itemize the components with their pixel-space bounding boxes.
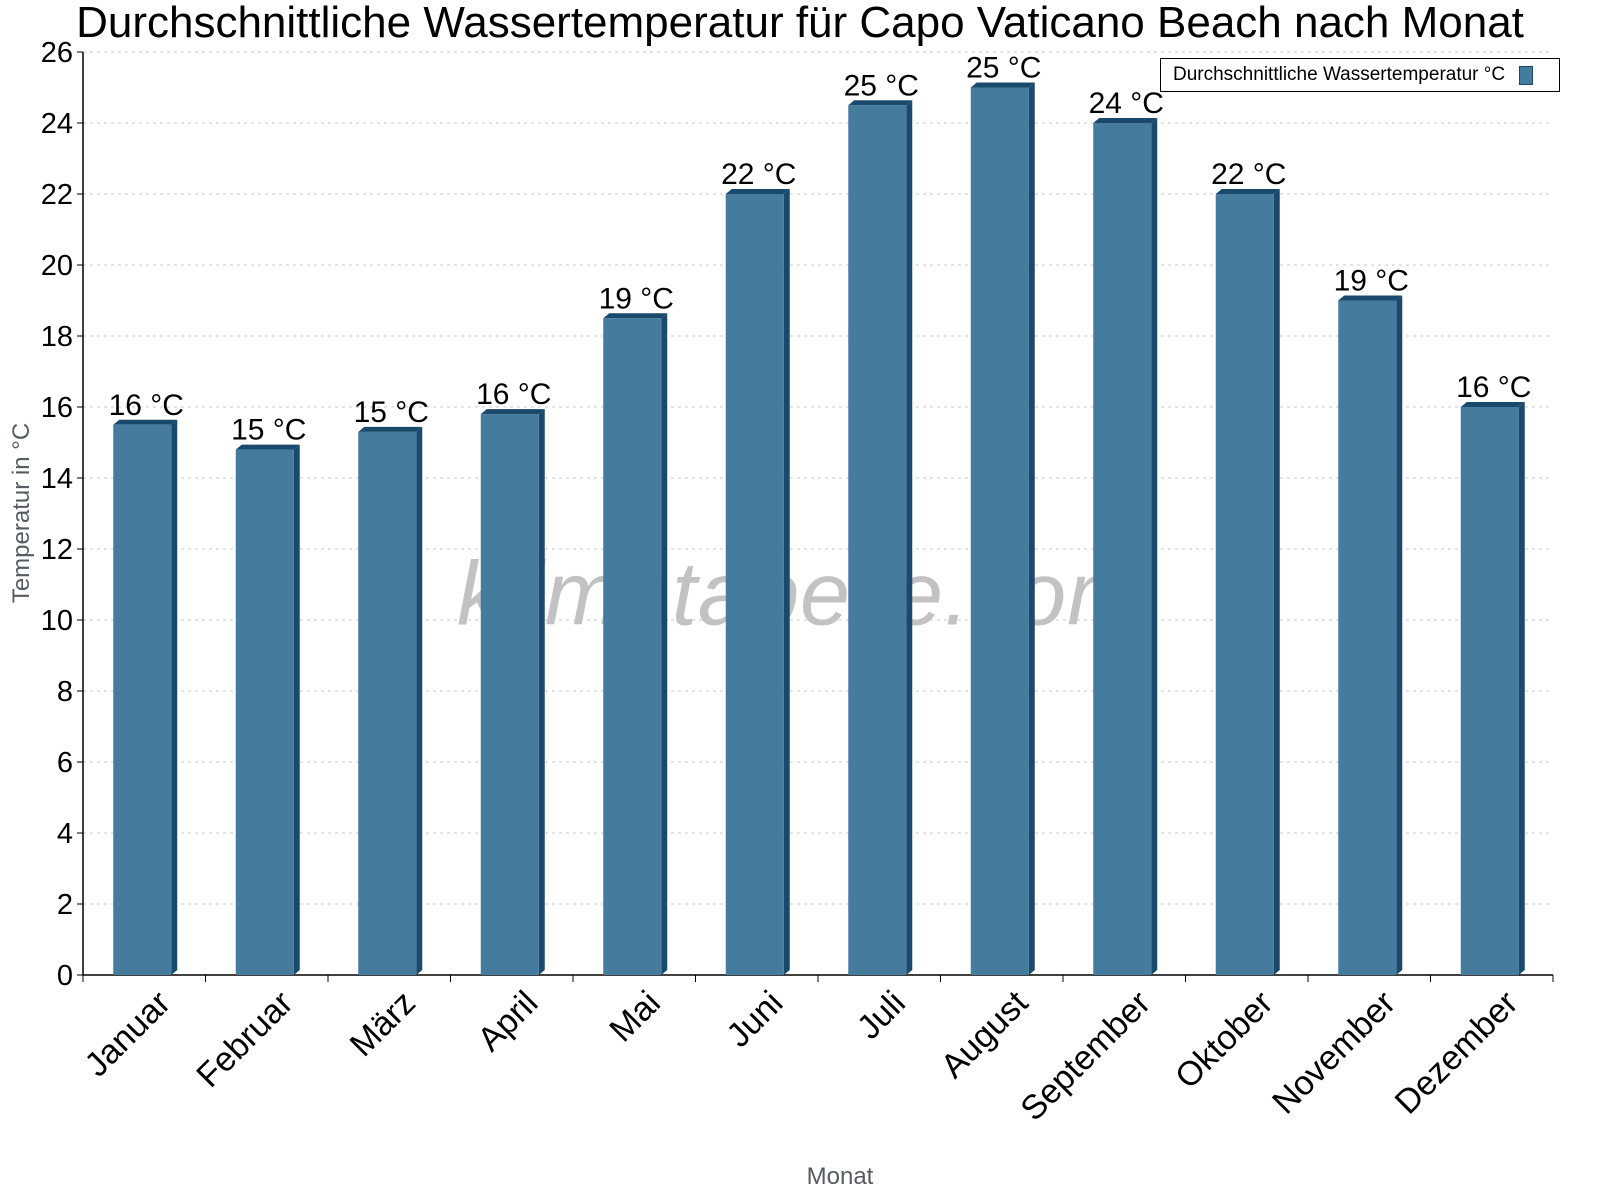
data-label: 16 °C bbox=[109, 389, 184, 422]
y-tick-label: 24 bbox=[41, 108, 73, 140]
bar-side bbox=[1028, 82, 1035, 975]
data-label: 24 °C bbox=[1089, 87, 1164, 120]
data-label: 25 °C bbox=[844, 69, 919, 102]
data-label: 16 °C bbox=[476, 378, 551, 411]
x-tick-label: August bbox=[934, 983, 1036, 1085]
bar-januar bbox=[113, 424, 172, 975]
bar-top bbox=[1215, 189, 1280, 194]
x-tick-label: Januar bbox=[78, 984, 178, 1084]
bar-april bbox=[480, 414, 539, 976]
data-label: 15 °C bbox=[354, 396, 429, 429]
x-tick-label: Februar bbox=[189, 984, 300, 1095]
bar-dezember bbox=[1460, 407, 1519, 975]
y-tick-label: 2 bbox=[57, 889, 73, 921]
bar-märz bbox=[358, 431, 417, 976]
chart-title: Durchschnittliche Wassertemperatur für C… bbox=[76, 0, 1524, 47]
bar-top bbox=[113, 419, 178, 425]
bar-juni bbox=[725, 194, 784, 975]
y-tick-label: 16 bbox=[41, 392, 73, 424]
y-tick-label: 6 bbox=[57, 747, 73, 779]
legend: Durchschnittliche Wassertemperatur °C bbox=[1160, 58, 1560, 92]
bar-side bbox=[416, 426, 423, 976]
data-label: 22 °C bbox=[1211, 158, 1286, 191]
data-label: 19 °C bbox=[599, 282, 674, 315]
data-label: 19 °C bbox=[1334, 265, 1409, 298]
x-axis-label: Monat bbox=[806, 1163, 874, 1190]
y-tick-label: 18 bbox=[41, 321, 73, 353]
y-tick-label: 22 bbox=[41, 179, 73, 211]
bar-top bbox=[1338, 295, 1403, 301]
y-tick-label: 0 bbox=[57, 960, 73, 992]
bar-side bbox=[1151, 118, 1158, 975]
bar-side bbox=[783, 189, 790, 975]
bar-top bbox=[848, 100, 913, 106]
x-tick-label: Juli bbox=[850, 984, 913, 1047]
bar-september bbox=[1093, 123, 1152, 975]
y-axis-label: Temperatur in °C bbox=[8, 422, 35, 604]
x-tick-label: Oktober bbox=[1168, 984, 1280, 1096]
bar-side bbox=[906, 100, 913, 975]
bar-top bbox=[235, 444, 300, 450]
bar-top bbox=[480, 409, 545, 415]
bar-side bbox=[293, 444, 300, 976]
legend-label: Durchschnittliche Wassertemperatur °C bbox=[1173, 64, 1506, 85]
bar-side bbox=[538, 409, 545, 976]
x-tick-label: Juni bbox=[719, 984, 790, 1055]
bar-side bbox=[1273, 189, 1280, 975]
x-tick-label: März bbox=[343, 984, 423, 1064]
bar-juli bbox=[848, 105, 907, 975]
x-tick-label: Mai bbox=[602, 984, 668, 1050]
data-label: 25 °C bbox=[966, 52, 1041, 85]
bar-top bbox=[1460, 402, 1525, 407]
y-tick-label: 12 bbox=[41, 534, 73, 566]
bar-mai bbox=[603, 318, 662, 975]
bar-side bbox=[661, 313, 668, 975]
y-tick-label: 10 bbox=[41, 605, 73, 637]
x-tick-label: April bbox=[470, 984, 545, 1059]
bar-top bbox=[725, 189, 790, 194]
legend-swatch-icon bbox=[1519, 65, 1534, 85]
data-label: 15 °C bbox=[231, 414, 306, 447]
bar-side bbox=[1396, 295, 1403, 975]
y-tick-label: 14 bbox=[41, 463, 73, 495]
bar-august bbox=[970, 87, 1029, 975]
x-tick-label: November bbox=[1265, 984, 1403, 1122]
x-tick-label: Dezember bbox=[1388, 984, 1526, 1122]
bar-top bbox=[358, 426, 423, 432]
data-label: 16 °C bbox=[1456, 371, 1531, 404]
x-tick-label: September bbox=[1013, 984, 1157, 1128]
bar-side bbox=[1518, 402, 1525, 975]
data-label: 22 °C bbox=[721, 158, 796, 191]
bar-top bbox=[970, 82, 1035, 88]
y-tick-label: 20 bbox=[41, 250, 73, 282]
bar-oktober bbox=[1215, 194, 1274, 975]
bar-top bbox=[1093, 118, 1158, 123]
bar-februar bbox=[235, 449, 294, 976]
bar-side bbox=[171, 419, 178, 975]
y-tick-label: 8 bbox=[57, 676, 73, 708]
bar-november bbox=[1338, 300, 1397, 975]
y-tick-label: 26 bbox=[41, 37, 73, 69]
bar-top bbox=[603, 313, 668, 319]
y-tick-label: 4 bbox=[57, 818, 73, 850]
